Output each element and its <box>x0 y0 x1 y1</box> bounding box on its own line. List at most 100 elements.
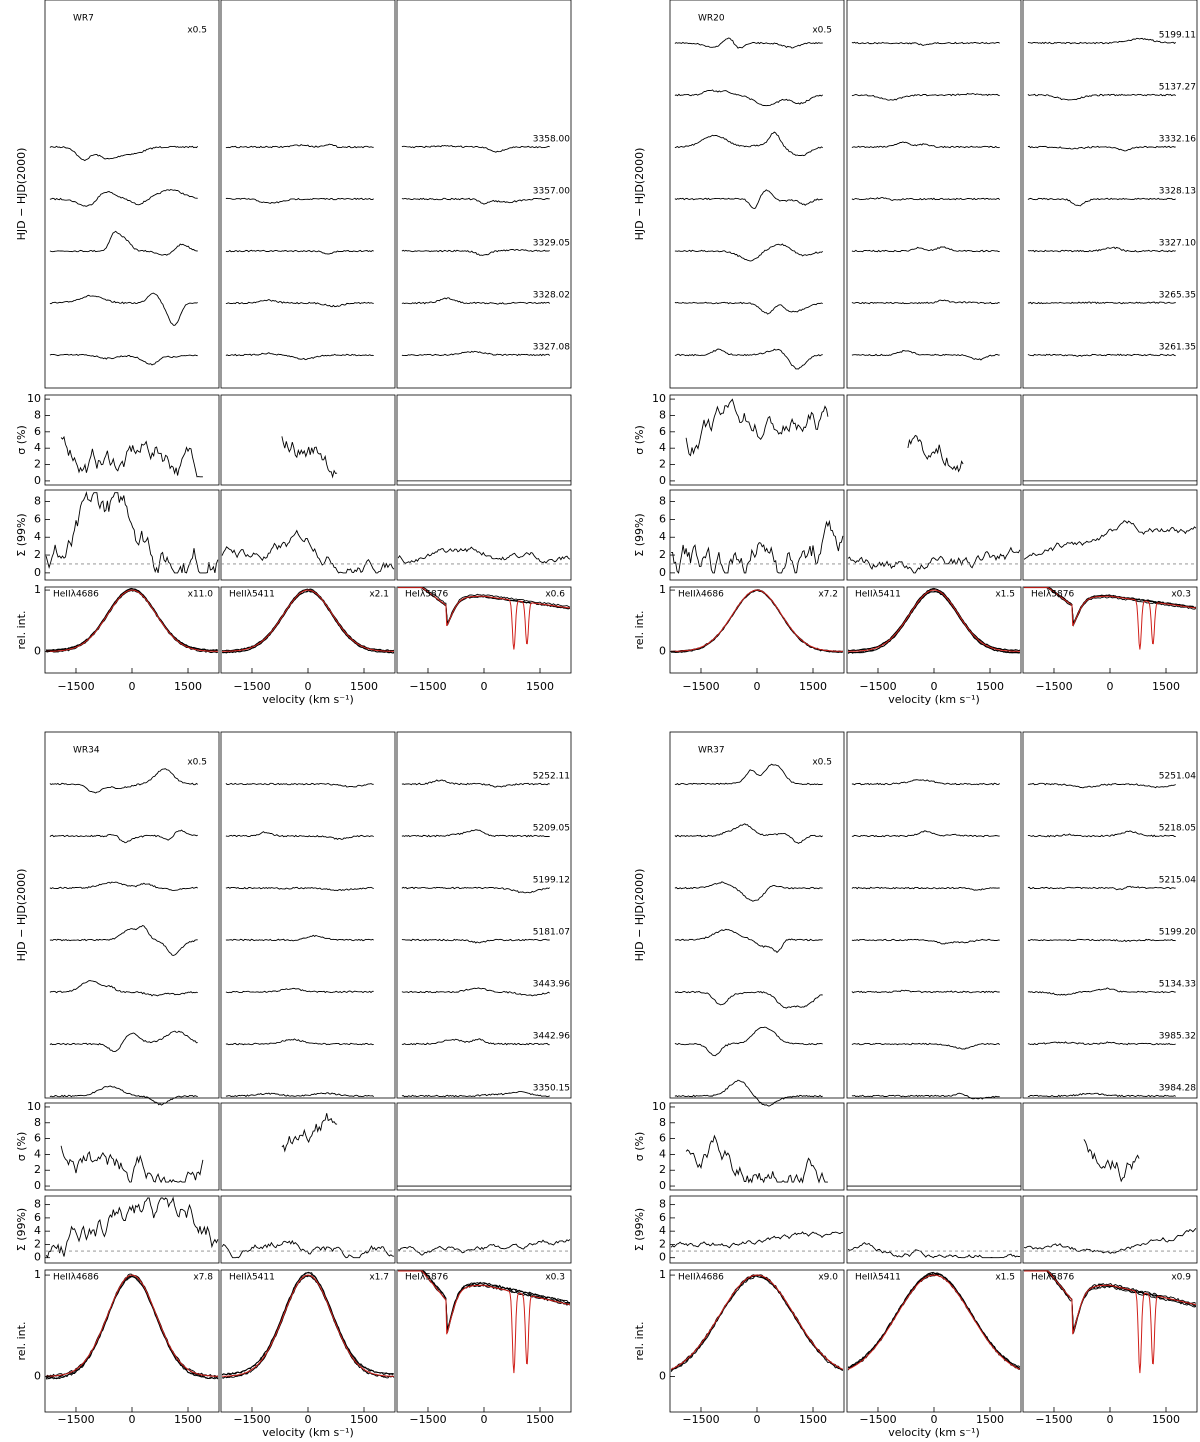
spectrum-residual <box>225 352 374 361</box>
panel-frame <box>846 0 1022 389</box>
date-label: 3358.00 <box>533 135 570 145</box>
spectrum-residual <box>851 350 1000 361</box>
panel-frame <box>396 731 572 1099</box>
y-tick-label: 10 <box>27 1100 41 1113</box>
spectrum-residual <box>674 189 823 209</box>
star-name: WR37 <box>698 746 725 756</box>
x-tick-label: 0 <box>129 680 136 693</box>
x-tick-label: −1500 <box>233 680 270 693</box>
x-tick-label: 0 <box>481 1413 488 1426</box>
star-name: WR7 <box>73 14 94 24</box>
spectrum-residual <box>225 782 374 788</box>
x-tick-label: −1500 <box>233 1413 270 1426</box>
panel-frame <box>846 731 1022 1099</box>
y-tick-label: 1 <box>34 583 41 596</box>
x-tick-label: −1500 <box>409 680 446 693</box>
profile-observed <box>221 1271 395 1375</box>
panel-frame <box>669 1195 845 1264</box>
line-scale: x0.3 <box>1171 590 1191 600</box>
y-tick-label: 4 <box>34 530 41 543</box>
spectrum-residual <box>49 292 198 326</box>
profile-observed <box>670 1274 844 1372</box>
y-tick-label: 6 <box>659 1132 666 1145</box>
spectra-scale: x0.5 <box>812 26 832 36</box>
spectrum-residual <box>851 141 1000 149</box>
y-tick-label: 4 <box>34 1224 41 1237</box>
x-tick-label: 0 <box>305 680 312 693</box>
y-tick-label: 4 <box>659 530 666 543</box>
spectrum-residual <box>49 230 198 256</box>
profile-observed <box>848 590 1020 654</box>
spectrum-residual <box>225 143 374 149</box>
spectrum-residual <box>851 246 1000 253</box>
x-tick-label: 1500 <box>174 680 202 693</box>
spectrum-residual <box>674 928 823 954</box>
profile-model <box>222 1274 394 1377</box>
profile-observed <box>221 1275 394 1379</box>
y-axis-label: rel. int. <box>633 611 646 650</box>
panel-frame <box>44 1102 220 1191</box>
panel-frame <box>669 394 845 486</box>
y-tick-label: 1 <box>34 1268 41 1281</box>
spectrum-residual <box>49 768 198 794</box>
y-axis-label: rel. int. <box>15 1322 28 1361</box>
x-tick-label: 1500 <box>350 680 378 693</box>
y-tick-label: 2 <box>659 458 666 471</box>
x-tick-label: 0 <box>1107 680 1114 693</box>
spectrum-residual <box>674 37 823 49</box>
y-tick-label: 8 <box>34 1116 41 1129</box>
date-label: 5199.20 <box>1159 928 1196 938</box>
y-tick-label: 6 <box>659 1211 666 1224</box>
y-axis-label: σ (%) <box>15 1132 28 1162</box>
panel-frame <box>1022 1195 1198 1264</box>
x-tick-label: 1500 <box>1152 680 1180 693</box>
profile-model <box>222 589 394 652</box>
panel-frame <box>220 731 396 1099</box>
date-label: 3442.96 <box>533 1032 570 1042</box>
y-axis-label: HJD − HJD(2000) <box>15 869 28 962</box>
y-tick-label: 2 <box>34 1237 41 1250</box>
significance-curve <box>397 546 571 564</box>
y-axis-label: rel. int. <box>15 611 28 650</box>
sigma-curve <box>60 1145 204 1184</box>
y-tick-label: 2 <box>659 1163 666 1176</box>
profile-model <box>398 587 570 650</box>
spectrum-residual <box>401 350 551 357</box>
line-scale: x1.5 <box>995 590 1015 600</box>
line-label: HeIλ5876 <box>1031 1273 1074 1283</box>
line-label: HeIIλ5411 <box>229 1273 275 1283</box>
spectrum-residual <box>401 779 550 788</box>
x-tick-label: 1500 <box>174 1413 202 1426</box>
spectrum-residual <box>851 41 1000 47</box>
profile-model <box>671 589 843 652</box>
date-label: 3985.32 <box>1159 1032 1196 1042</box>
date-label: 3332.16 <box>1159 135 1196 145</box>
x-tick-label: 0 <box>754 1413 761 1426</box>
panel-frame <box>220 0 396 389</box>
panel-frame <box>396 1195 572 1264</box>
spectrum-residual <box>401 297 551 305</box>
y-tick-label: 10 <box>652 392 666 405</box>
x-tick-label: −1500 <box>682 1413 719 1426</box>
line-scale: x9.0 <box>818 1273 838 1283</box>
y-tick-label: 1 <box>659 583 666 596</box>
spectrum-residual <box>49 145 199 162</box>
significance-curve <box>45 1196 219 1259</box>
date-label: 5218.05 <box>1159 824 1196 834</box>
date-label: 3328.02 <box>533 291 570 301</box>
date-label: 3261.35 <box>1159 343 1196 353</box>
x-tick-label: −1500 <box>57 1413 94 1426</box>
panel-frame <box>669 1269 845 1413</box>
profile-model <box>398 1270 571 1374</box>
x-axis-label: velocity (km s⁻¹) <box>262 693 354 706</box>
spectrum-residual <box>1027 145 1176 152</box>
line-scale: x7.2 <box>818 590 838 600</box>
panel-frame <box>1022 1102 1198 1191</box>
date-label: 5137.27 <box>1159 83 1196 93</box>
significance-curve <box>397 1239 571 1256</box>
significance-curve <box>670 1231 843 1249</box>
spectrum-residual <box>674 131 823 157</box>
profile-model <box>848 589 1020 652</box>
y-axis-label: σ (%) <box>633 1132 646 1162</box>
